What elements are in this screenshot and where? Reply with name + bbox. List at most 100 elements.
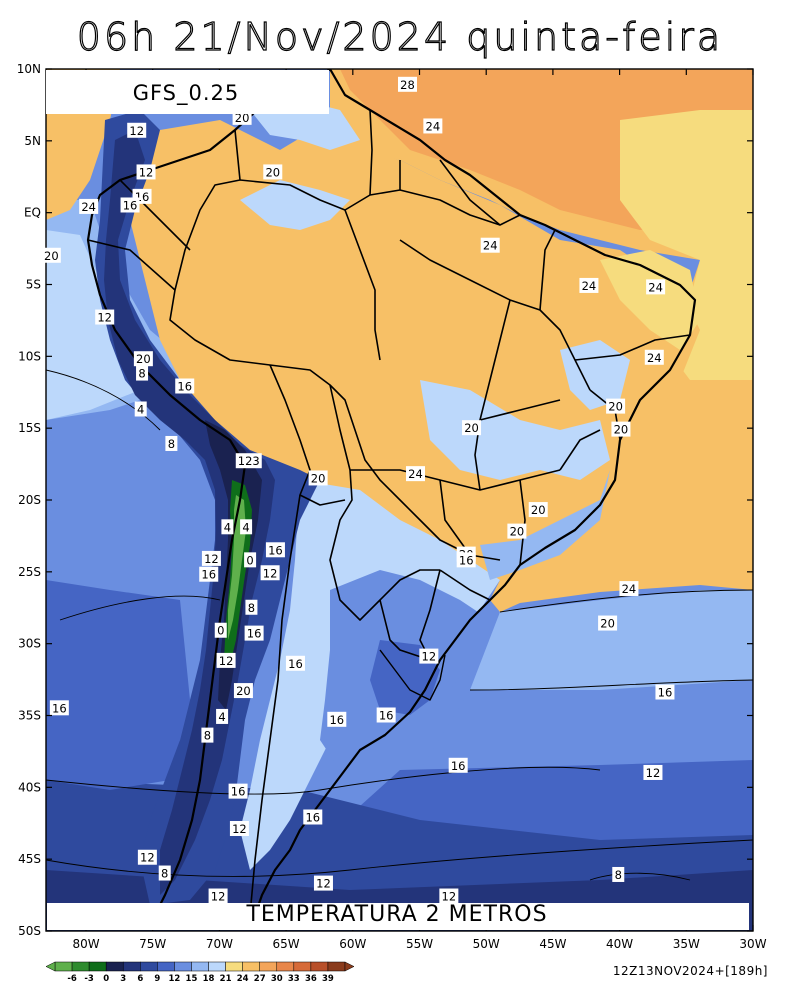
lon-label: 40W — [606, 937, 633, 951]
colorbar-swatch — [140, 961, 158, 972]
contour-label: 24 — [622, 582, 637, 596]
colorbar-swatch — [310, 961, 329, 972]
lat-label: 5S — [26, 278, 41, 292]
colorbar-tick-label: 15 — [186, 974, 198, 984]
lon-label: 50W — [473, 937, 500, 951]
contour-label-box — [285, 655, 305, 671]
colorbar-arrow-low — [45, 961, 56, 972]
contour-label: 12 — [442, 890, 457, 904]
contour-label-box — [244, 552, 257, 568]
model-label-box — [46, 70, 329, 114]
contour-label: 12 — [316, 877, 331, 891]
lon-label: 35W — [673, 937, 700, 951]
contour-label: 0 — [217, 624, 224, 638]
colorbar-tick-label: 12 — [168, 974, 180, 984]
contour-label: 12 — [422, 650, 437, 664]
colorbar-tick-label: -3 — [84, 974, 94, 984]
contour-label-box — [263, 164, 283, 180]
contour-label: 8 — [204, 729, 211, 743]
contour-label-box — [265, 542, 285, 558]
contour-label-box — [646, 279, 666, 295]
contour-label-box — [327, 711, 347, 727]
colorbar-swatch — [54, 961, 73, 972]
lat-label: 10S — [18, 349, 41, 363]
contour-label: 12 — [139, 165, 154, 179]
contour-label: 20 — [311, 471, 326, 485]
contour-label-box — [137, 849, 157, 865]
contour-label-box — [208, 888, 228, 904]
lat-label: 10N — [17, 62, 41, 76]
contour-label-box — [175, 378, 195, 394]
contour-label-box — [133, 351, 153, 367]
colorbar-tick-label: 0 — [103, 974, 109, 984]
contour-label-box — [240, 519, 253, 535]
contour-label: 16 — [329, 713, 344, 727]
contour-label-box — [376, 707, 396, 723]
contour-label: 20 — [236, 684, 251, 698]
contour-label-box — [136, 164, 156, 180]
contour-label: 12 — [263, 566, 278, 580]
contour-label-box — [221, 519, 234, 535]
contour-label-box — [95, 309, 115, 325]
contour-label: 4 — [242, 520, 249, 534]
colorbar-tick-label: 33 — [288, 974, 300, 984]
contour-label: 123 — [238, 454, 260, 468]
colorbar-arrow-high — [344, 961, 355, 972]
colorbar-tick-label: 9 — [154, 974, 160, 984]
contour-label-box — [136, 365, 149, 381]
contour-label-box — [308, 470, 328, 486]
colorbar-swatch — [71, 961, 90, 972]
contour-label-box — [41, 247, 61, 263]
lon-label: 45W — [539, 937, 566, 951]
contour-label: 12 — [204, 552, 219, 566]
colorbar-tick-label: 24 — [237, 974, 249, 984]
lon-label: 80W — [72, 937, 99, 951]
contour-label-box — [619, 581, 639, 597]
lon-label: 65W — [273, 937, 300, 951]
contour-label: 16 — [201, 568, 216, 582]
contour-label-box — [134, 401, 147, 417]
contour-label: 24 — [426, 119, 441, 133]
contour-label: 20 — [510, 525, 525, 539]
map-title: 06h 21/Nov/2024 quinta-feira — [76, 15, 724, 59]
contour-label: 24 — [648, 280, 663, 294]
contour-label-box — [216, 652, 236, 668]
contour-label: 0 — [246, 553, 253, 567]
contour-label: 20 — [600, 617, 615, 631]
lat-label: EQ — [24, 206, 41, 220]
contour-label-box — [127, 122, 147, 138]
contour-label: 16 — [451, 759, 466, 773]
lon-label: 75W — [139, 937, 166, 951]
contour-label: 12 — [232, 822, 247, 836]
contour-label: 20 — [44, 249, 59, 263]
contour-label: 24 — [81, 200, 96, 214]
contour-label-box — [303, 809, 323, 825]
contour-label: 12 — [211, 890, 226, 904]
colorbar: -6 -3 0 3 6 9 12 15 18 21 24 27 30 33 36 39 — [45, 961, 355, 984]
contour-label: 12 — [219, 654, 234, 668]
field-name-label: TEMPERATURA 2 METROS — [245, 902, 547, 927]
contour-label: 12 — [97, 311, 112, 325]
colorbar-swatch — [242, 961, 260, 972]
map-axes: 10N 5N EQ 5S 10S 15S 20S 25S 30S 35S 40S 45S 50S 80W 7… — [17, 62, 767, 951]
contour-label: 16 — [379, 709, 394, 723]
contour-label-box — [79, 198, 99, 214]
contour-label: 24 — [483, 239, 498, 253]
contour-label-box — [244, 625, 264, 641]
contour-label: 4 — [224, 520, 231, 534]
contour-label-box — [462, 420, 482, 436]
contour-label-box — [612, 866, 625, 882]
colorbar-tick-label: 27 — [254, 974, 266, 984]
colorbar-swatch — [122, 961, 141, 972]
lon-label: 55W — [406, 937, 433, 951]
bottom-label-band — [47, 903, 749, 930]
contour-label-box — [233, 683, 253, 699]
contour-label-box — [260, 565, 280, 581]
contour-label: 12 — [646, 766, 661, 780]
contour-label: 20 — [531, 503, 546, 517]
contour-label: 16 — [268, 543, 283, 557]
contour-label: 16 — [123, 198, 138, 212]
contour-label: 8 — [615, 868, 622, 882]
colorbar-swatch — [327, 961, 346, 972]
lon-label: 30W — [739, 937, 766, 951]
